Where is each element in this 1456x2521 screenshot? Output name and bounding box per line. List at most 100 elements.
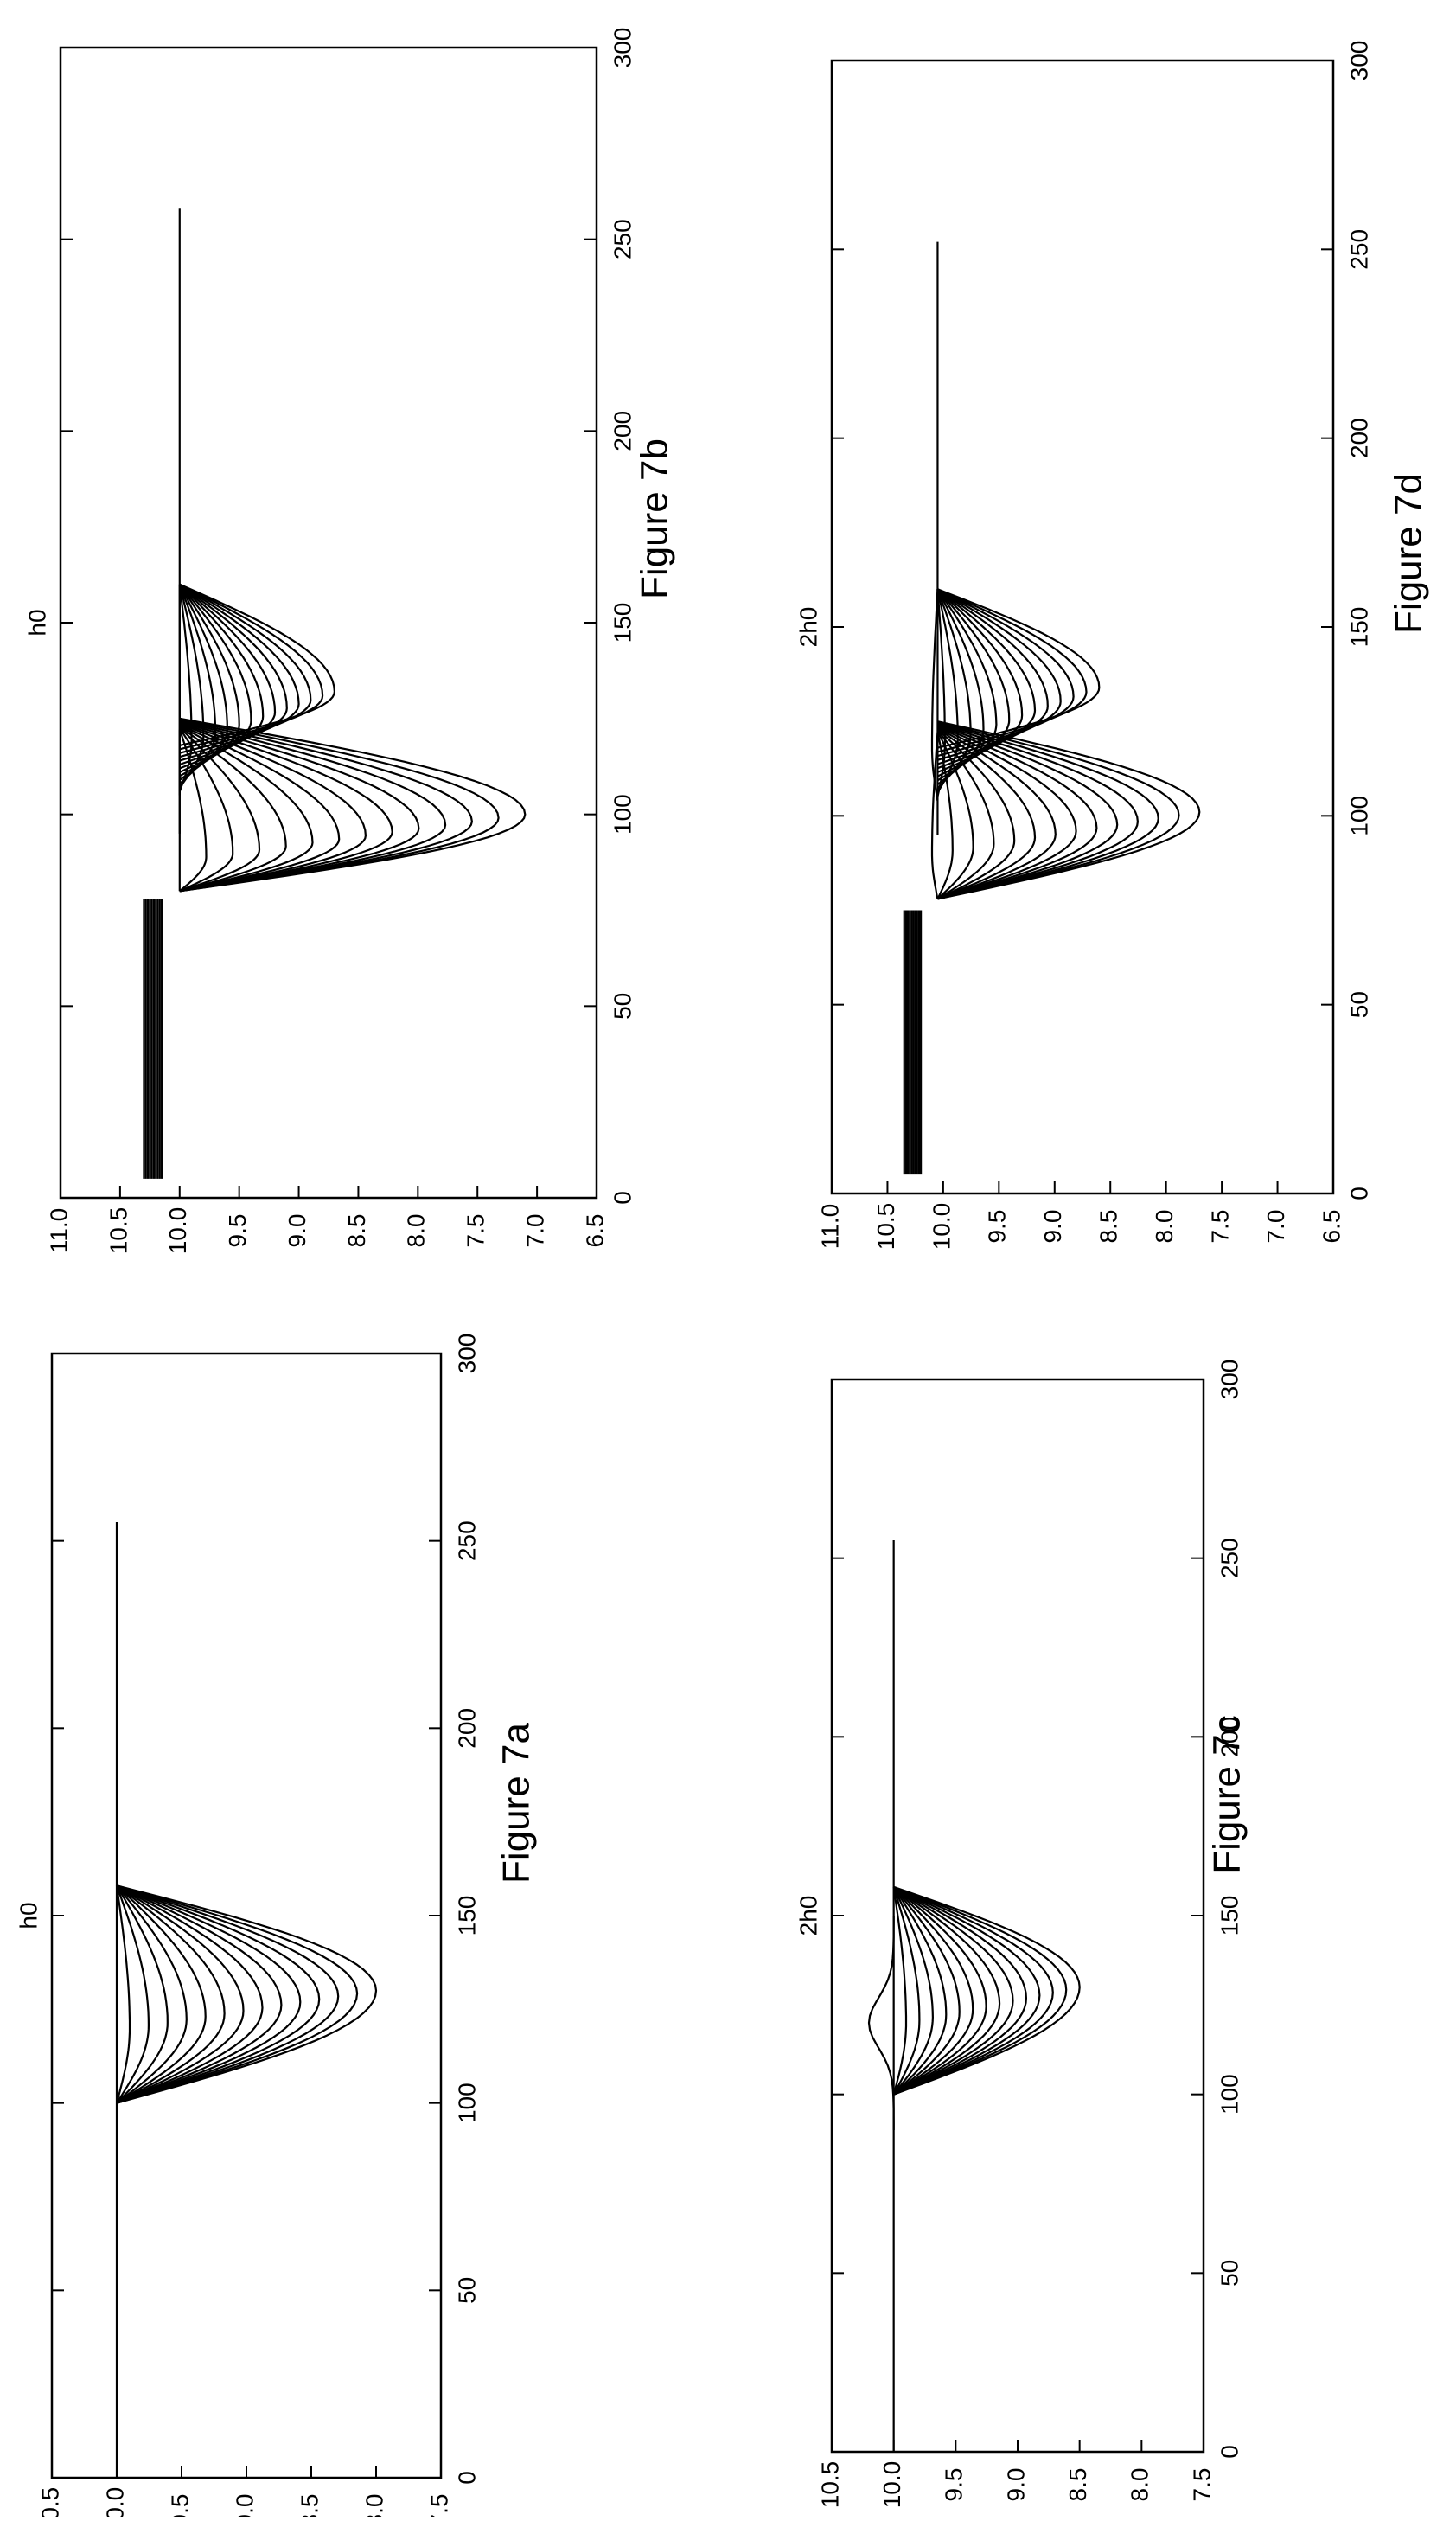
profile-series bbox=[116, 1884, 245, 2104]
y-tick-label: 9.5 bbox=[941, 2468, 967, 2502]
x-tick-label: 50 bbox=[609, 993, 635, 1020]
profile-series bbox=[179, 583, 324, 751]
y-tick-label: 8.5 bbox=[343, 1214, 370, 1248]
y-tick-label: 8.5 bbox=[1095, 1210, 1122, 1244]
profile-series bbox=[179, 583, 300, 758]
plot-frame bbox=[59, 46, 598, 1200]
profile-series bbox=[116, 1884, 340, 2104]
profile-series bbox=[179, 724, 341, 893]
y-tick-label: 8.0 bbox=[1151, 1210, 1178, 1244]
profile-series bbox=[115, 1885, 131, 2103]
profile-series bbox=[116, 1884, 169, 2104]
profile-series bbox=[116, 1884, 188, 2104]
profile-series bbox=[116, 1884, 283, 2104]
chart-fig7d: 0 50 100 150 200 250 300 11.0 10.5 10.0 9.5 9.0 8.5 8… bbox=[795, 41, 1430, 1251]
profile-series bbox=[116, 1884, 359, 2104]
plot-frame bbox=[50, 1352, 443, 2479]
figure-caption: Figure 7d bbox=[1388, 473, 1430, 634]
y-tick-label: 10.0 bbox=[101, 2487, 128, 2517]
profile-series bbox=[936, 588, 1011, 777]
profile-series bbox=[179, 726, 287, 893]
x-tick-label: 250 bbox=[453, 1520, 480, 1561]
profile-series bbox=[116, 1884, 302, 2104]
profile-series bbox=[937, 722, 1159, 900]
chart-title: 2h0 bbox=[795, 607, 821, 648]
x-tick-label: 0 bbox=[1216, 2445, 1242, 2459]
x-tick-label: 200 bbox=[1345, 418, 1372, 458]
profile-series bbox=[179, 722, 367, 893]
y-tick-label: 10.5 bbox=[872, 1203, 899, 1251]
y-tick-label: 8.0 bbox=[403, 1214, 430, 1248]
x-tick-label: 150 bbox=[453, 1896, 480, 1936]
profile-series bbox=[178, 727, 234, 893]
profile-series bbox=[179, 583, 277, 766]
x-tick-label: 250 bbox=[1345, 229, 1372, 270]
x-tick-label: 150 bbox=[1216, 1896, 1242, 1936]
chart-fig7b: 0 50 100 150 200 250 300 11.0 10.5 10.0 9.5 9.0 8.5 8… bbox=[23, 28, 675, 1255]
profile-series bbox=[179, 726, 261, 893]
profile-series bbox=[936, 588, 1049, 765]
profile-series bbox=[116, 1884, 264, 2104]
y-tick-label: 9.5 bbox=[224, 1214, 251, 1248]
profile-series bbox=[930, 589, 939, 802]
x-tick-label: 200 bbox=[609, 411, 635, 451]
x-tick-label: 100 bbox=[1345, 796, 1372, 836]
profile-series bbox=[892, 1886, 908, 2095]
profile-series bbox=[892, 1886, 921, 2096]
panel-fig7a: 0 50 100 150 200 250 300 10.5 10.0 9.5 9.0 8.5 8.0 7.… bbox=[0, 1258, 728, 2521]
y-tick-label: 8.0 bbox=[361, 2494, 387, 2517]
profile-series bbox=[893, 1886, 1001, 2096]
profile-series bbox=[893, 1885, 1028, 2096]
profile-series bbox=[936, 588, 1062, 761]
profile-series bbox=[179, 720, 420, 893]
y-tick-label: 7.5 bbox=[1207, 1210, 1234, 1244]
chart-fig7c: 0 50 100 150 200 250 300 10.5 10.0 9.5 9.0 8.5 8.0 7.… bbox=[795, 1360, 1248, 2509]
x-tick-label: 300 bbox=[453, 1334, 480, 1374]
chart-title: h0 bbox=[15, 1902, 42, 1929]
profile-series bbox=[936, 725, 1098, 900]
profile-series bbox=[937, 721, 1180, 900]
profile-series bbox=[936, 588, 1024, 773]
profile-series bbox=[936, 588, 1075, 758]
profile-series bbox=[116, 1884, 378, 2104]
panel-fig7b: 0 50 100 150 200 250 300 11.0 10.5 10.0 9.5 9.0 8.5 8… bbox=[0, 0, 728, 1258]
profile-series bbox=[936, 588, 1037, 770]
profile-series bbox=[893, 1885, 1014, 2096]
x-tick-label: 50 bbox=[1216, 2260, 1242, 2287]
x-tick-label: 250 bbox=[609, 219, 635, 259]
profile-series bbox=[179, 583, 265, 770]
panel-fig7c: 0 50 100 150 200 250 300 10.5 10.0 9.5 9.0 8.5 8.0 7.… bbox=[728, 1258, 1456, 2517]
y-tick-label: 9.0 bbox=[1039, 1210, 1066, 1244]
profile-series bbox=[936, 732, 954, 899]
chart-fig7a: 0 50 100 150 200 250 300 10.5 10.0 9.5 9.0 8.5 8.0 7.… bbox=[15, 1334, 537, 2521]
y-tick-label: 9.0 bbox=[284, 1214, 310, 1248]
x-tick-label: 150 bbox=[609, 603, 635, 643]
profile-series bbox=[116, 1884, 207, 2104]
y-tick-label: 10.5 bbox=[36, 2487, 63, 2517]
profile-series bbox=[179, 725, 314, 893]
y-tick-label: 11.0 bbox=[816, 1204, 843, 1249]
profile-series bbox=[893, 1886, 987, 2096]
y-tick-label: 8.0 bbox=[1127, 2468, 1153, 2502]
x-tick-label: 150 bbox=[1345, 607, 1372, 648]
profile-series bbox=[179, 583, 288, 762]
plot-frame bbox=[830, 1378, 1205, 2454]
x-tick-label: 200 bbox=[1216, 1717, 1242, 1757]
profile-series bbox=[937, 720, 1201, 900]
figure-caption: Figure 7c bbox=[1206, 1715, 1248, 1873]
profile-series bbox=[936, 726, 1077, 900]
x-tick-label: 300 bbox=[1216, 1360, 1242, 1400]
x-tick-label: 100 bbox=[609, 794, 635, 835]
x-tick-label: 100 bbox=[453, 2083, 480, 2123]
profile-series bbox=[893, 1885, 1068, 2096]
x-tick-label: 250 bbox=[1216, 1538, 1242, 1578]
y-tick-label: 9.5 bbox=[166, 2494, 193, 2517]
profile-series bbox=[892, 1886, 961, 2096]
x-tick-label: 300 bbox=[1345, 41, 1372, 81]
chart-title: h0 bbox=[23, 609, 50, 636]
y-tick-label: 9.0 bbox=[1002, 2468, 1029, 2502]
profile-series bbox=[936, 727, 1037, 900]
profile-series bbox=[936, 726, 1057, 900]
y-tick-label: 7.5 bbox=[425, 2494, 452, 2517]
